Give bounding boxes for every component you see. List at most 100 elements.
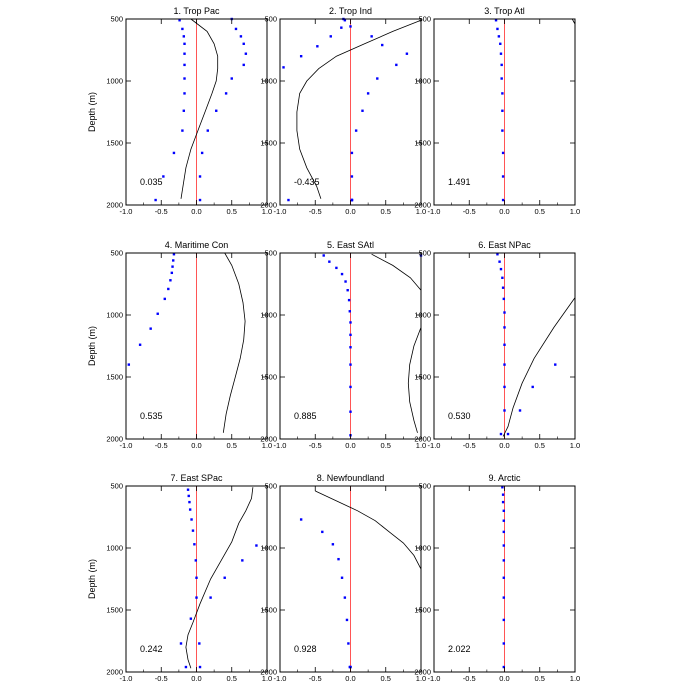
data-point — [349, 333, 352, 337]
data-point — [182, 109, 186, 112]
y-tick-label: 500 — [110, 15, 123, 24]
x-tick-label: 0.5 — [381, 441, 391, 450]
panel-annotation: 0.035 — [140, 177, 163, 187]
data-point — [255, 544, 258, 547]
panel-6: -1.0 -0.5 0.0 0.5 1.0 500 1000 1500 2000 6. East … — [414, 240, 580, 450]
data-point — [154, 198, 157, 202]
panel-1: -1.0 -0.5 0.0 0.5 1.0 500 1000 1500 2000 1. Trop … — [87, 6, 272, 216]
data-point — [405, 52, 409, 55]
x-tick-label: -0.5 — [463, 441, 476, 450]
x-tick-label: 0.5 — [535, 207, 545, 216]
y-tick-label: 1500 — [106, 139, 123, 148]
data-point — [501, 198, 505, 202]
data-point — [316, 45, 319, 48]
panel-8: -1.0 -0.5 0.0 0.5 1.0 500 1000 1500 2000 8. Newfo… — [260, 473, 426, 683]
panel-title: 7. East SPac — [170, 473, 223, 483]
data-point — [502, 530, 505, 534]
y-axis-label: Depth (m) — [87, 559, 97, 599]
data-point — [156, 312, 159, 315]
data-point — [554, 363, 557, 366]
data-point — [349, 410, 352, 413]
x-tick-label: -0.5 — [309, 441, 322, 450]
data-point — [198, 198, 202, 202]
y-tick-label: 1000 — [414, 311, 431, 320]
data-point — [329, 35, 332, 38]
data-point — [172, 151, 176, 155]
data-point — [376, 77, 379, 80]
panel-annotation: -0.435 — [294, 177, 320, 187]
panel-3: -1.0 -0.5 0.0 0.5 1.0 500 1000 1500 2000 3. Trop … — [414, 6, 580, 216]
panel-title: 4. Maritime Con — [165, 240, 229, 250]
data-point — [215, 109, 218, 112]
data-point — [182, 35, 186, 38]
x-tick-label: 0.0 — [191, 207, 201, 216]
y-tick-label: 1000 — [106, 311, 123, 320]
panel-annotation: 0.530 — [448, 411, 471, 421]
data-point — [183, 77, 186, 80]
y-tick-label: 500 — [418, 15, 431, 24]
data-point — [501, 109, 504, 112]
data-point — [184, 665, 188, 669]
y-tick-label: 1000 — [106, 544, 123, 553]
panel-title: 5. East SAtl — [327, 240, 374, 250]
y-tick-label: 1500 — [260, 139, 277, 148]
data-point — [498, 260, 501, 263]
x-tick-label: 0.0 — [499, 207, 509, 216]
data-point — [244, 52, 248, 55]
panel-title: 8. Newfoundland — [317, 473, 385, 483]
y-tick-label: 2000 — [414, 201, 431, 210]
data-point — [198, 175, 202, 178]
data-point — [366, 92, 370, 95]
data-point — [183, 42, 186, 45]
x-tick-label: -0.5 — [463, 207, 476, 216]
data-point — [149, 327, 152, 330]
data-point — [502, 297, 505, 301]
y-tick-label: 2000 — [106, 668, 123, 677]
data-point — [503, 363, 506, 366]
panel-annotation: 0.242 — [140, 644, 163, 654]
data-point — [178, 19, 181, 22]
data-point — [499, 432, 503, 436]
data-point — [191, 529, 195, 532]
x-tick-label: 1.0 — [262, 674, 272, 683]
data-point — [501, 92, 504, 95]
data-point — [501, 175, 505, 178]
panel-annotation: 0.885 — [294, 411, 317, 421]
data-point — [501, 276, 504, 279]
profile-line — [296, 19, 422, 199]
data-point — [350, 198, 354, 202]
y-tick-label: 2000 — [260, 668, 277, 677]
data-point — [345, 618, 349, 622]
x-tick-label: 0.5 — [227, 207, 237, 216]
data-point — [190, 518, 193, 521]
x-tick-label: 0.0 — [345, 441, 355, 450]
y-axis-label: Depth (m) — [87, 92, 97, 132]
x-tick-label: -1.0 — [274, 674, 287, 683]
data-point — [349, 346, 352, 349]
data-point — [344, 280, 347, 283]
data-point — [340, 26, 343, 29]
y-tick-label: 1500 — [106, 606, 123, 615]
data-point — [503, 326, 506, 329]
data-point — [506, 432, 510, 436]
x-tick-label: 1.0 — [416, 674, 426, 683]
data-point — [172, 253, 176, 256]
x-tick-label: 0.5 — [535, 674, 545, 683]
data-point — [349, 25, 352, 28]
data-point — [381, 43, 384, 47]
x-tick-label: 1.0 — [416, 441, 426, 450]
data-point — [187, 494, 190, 498]
data-point — [343, 19, 347, 22]
panel-title: 1. Trop Pac — [173, 6, 220, 16]
data-point — [502, 665, 505, 669]
panel-title: 2. Trop Ind — [329, 6, 372, 16]
data-point — [169, 279, 172, 282]
y-tick-label: 1000 — [260, 311, 277, 320]
profile-line — [502, 297, 576, 437]
y-tick-label: 500 — [264, 482, 277, 491]
data-point — [188, 508, 192, 511]
x-tick-label: -1.0 — [274, 441, 287, 450]
data-point — [496, 253, 499, 256]
data-point — [348, 310, 351, 313]
